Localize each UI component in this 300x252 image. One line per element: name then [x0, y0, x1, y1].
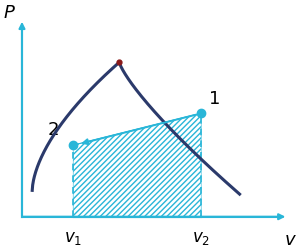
Text: $v$: $v$	[284, 230, 297, 248]
Text: $P$: $P$	[3, 4, 16, 22]
Text: $v_2$: $v_2$	[192, 228, 210, 246]
Text: $v_1$: $v_1$	[64, 228, 82, 246]
Text: 1: 1	[209, 90, 220, 108]
Text: 2: 2	[48, 120, 59, 138]
